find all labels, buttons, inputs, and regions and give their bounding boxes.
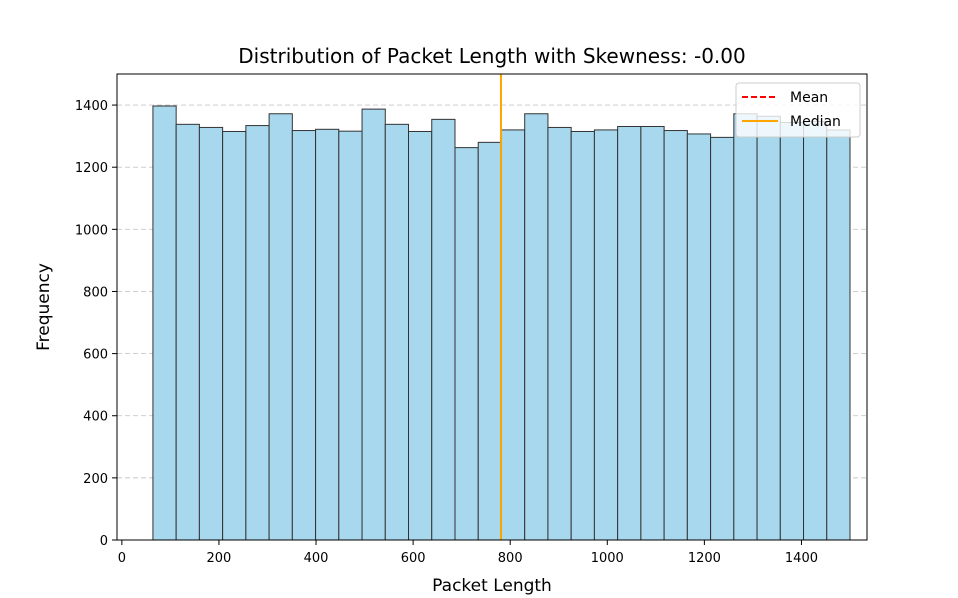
histogram-bar xyxy=(245,125,270,541)
histogram-bar xyxy=(710,136,735,541)
histogram-bar xyxy=(338,130,363,541)
histogram-bar xyxy=(175,123,200,541)
y-tick-label: 1200 xyxy=(75,161,108,176)
y-tick-label: 400 xyxy=(83,410,108,425)
histogram-bar xyxy=(803,121,828,541)
histogram-bar xyxy=(686,133,712,541)
x-tick-label: 1400 xyxy=(785,551,818,566)
histogram-bar xyxy=(779,121,805,541)
x-tick-label: 200 xyxy=(207,551,232,566)
y-tick-label: 1400 xyxy=(75,99,108,114)
histogram-bar xyxy=(315,128,340,541)
legend-median-label: Median xyxy=(790,114,841,130)
x-tick-label: 1200 xyxy=(688,551,721,566)
x-tick-label: 0 xyxy=(118,551,126,566)
plot-frame xyxy=(116,73,868,541)
histogram-bar xyxy=(524,113,549,541)
histogram-bar xyxy=(733,113,758,541)
histogram-bar xyxy=(222,130,247,541)
histogram-bar xyxy=(431,118,456,541)
x-tick-label: 800 xyxy=(498,551,523,566)
histogram-bar xyxy=(500,129,526,541)
histogram-bar xyxy=(617,126,642,541)
histogram-bar xyxy=(570,130,595,541)
x-axis-ticks: 0 200 400 600 800 1000 1200 1400 xyxy=(118,540,818,566)
histogram-bar xyxy=(640,126,665,541)
histogram-bar xyxy=(663,130,688,541)
histogram-bars xyxy=(152,105,851,541)
y-tick-label: 1000 xyxy=(75,223,108,238)
histogram-bar xyxy=(408,130,433,541)
histogram-bar xyxy=(152,105,177,541)
histogram-bar xyxy=(477,141,502,541)
histogram-bar xyxy=(198,126,224,541)
histogram-bar xyxy=(384,123,410,541)
y-tick-label: 600 xyxy=(83,348,108,363)
legend-mean-label: Mean xyxy=(790,90,828,106)
histogram-bar xyxy=(291,130,317,541)
legend: Mean Median xyxy=(735,82,861,138)
y-tick-label: 200 xyxy=(83,472,108,487)
y-tick-label: 800 xyxy=(83,285,108,300)
histogram-bar xyxy=(593,129,619,541)
histogram-bar xyxy=(268,113,293,541)
histogram-bar xyxy=(361,108,386,541)
legend-box xyxy=(735,82,861,138)
x-tick-label: 1000 xyxy=(591,551,624,566)
histogram-bar xyxy=(756,115,781,541)
histogram-bar xyxy=(826,129,851,541)
x-tick-label: 600 xyxy=(401,551,426,566)
x-axis-title: Packet Length xyxy=(432,576,552,596)
histogram-bar xyxy=(547,126,572,541)
y-tick-label: 0 xyxy=(100,534,108,549)
histogram-bar xyxy=(454,147,479,541)
x-tick-label: 400 xyxy=(304,551,329,566)
y-axis-ticks: 0 200 400 600 800 1000 1200 1400 xyxy=(75,99,117,549)
chart-title: Distribution of Packet Length with Skewn… xyxy=(238,44,745,68)
y-axis-title: Frequency xyxy=(34,263,54,351)
